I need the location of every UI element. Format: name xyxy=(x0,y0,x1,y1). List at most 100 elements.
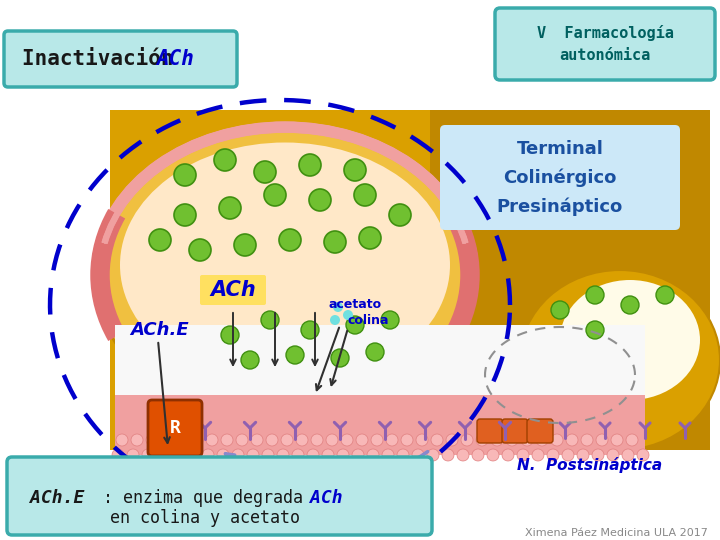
Circle shape xyxy=(607,449,619,461)
Circle shape xyxy=(517,449,529,461)
Text: ACh: ACh xyxy=(210,280,256,300)
Text: colina: colina xyxy=(347,314,389,327)
Circle shape xyxy=(142,449,154,461)
Circle shape xyxy=(221,434,233,446)
Ellipse shape xyxy=(560,280,700,400)
Circle shape xyxy=(416,434,428,446)
FancyBboxPatch shape xyxy=(4,31,237,87)
Circle shape xyxy=(577,449,589,461)
Circle shape xyxy=(251,434,263,446)
Circle shape xyxy=(566,434,578,446)
FancyBboxPatch shape xyxy=(502,419,528,443)
FancyBboxPatch shape xyxy=(200,275,266,305)
Circle shape xyxy=(217,449,229,461)
Circle shape xyxy=(292,449,304,461)
Circle shape xyxy=(311,434,323,446)
Text: ACh: ACh xyxy=(156,49,194,69)
Text: en colina y acetato: en colina y acetato xyxy=(110,509,300,527)
Circle shape xyxy=(149,229,171,251)
Circle shape xyxy=(586,321,604,339)
FancyBboxPatch shape xyxy=(148,400,202,456)
Circle shape xyxy=(506,434,518,446)
Circle shape xyxy=(247,449,259,461)
Circle shape xyxy=(622,449,634,461)
Circle shape xyxy=(442,449,454,461)
Circle shape xyxy=(324,231,346,253)
Circle shape xyxy=(330,315,340,325)
Circle shape xyxy=(547,449,559,461)
Circle shape xyxy=(371,434,383,446)
Circle shape xyxy=(189,239,211,261)
Circle shape xyxy=(551,434,563,446)
Circle shape xyxy=(214,149,236,171)
Circle shape xyxy=(264,184,286,206)
Circle shape xyxy=(241,351,259,369)
Text: Ximena Páez Medicina ULA 2017: Ximena Páez Medicina ULA 2017 xyxy=(525,528,708,538)
Circle shape xyxy=(401,434,413,446)
Circle shape xyxy=(221,326,239,344)
Text: acetato: acetato xyxy=(328,299,382,312)
Circle shape xyxy=(487,449,499,461)
Bar xyxy=(115,325,645,395)
FancyBboxPatch shape xyxy=(7,457,432,535)
Circle shape xyxy=(611,434,623,446)
Circle shape xyxy=(299,154,321,176)
Circle shape xyxy=(296,434,308,446)
Circle shape xyxy=(536,434,548,446)
Circle shape xyxy=(354,184,376,206)
Circle shape xyxy=(412,449,424,461)
Circle shape xyxy=(333,302,343,312)
Circle shape xyxy=(236,434,248,446)
Circle shape xyxy=(307,449,319,461)
Circle shape xyxy=(446,434,458,446)
Circle shape xyxy=(367,449,379,461)
Circle shape xyxy=(381,311,399,329)
Circle shape xyxy=(202,449,214,461)
Circle shape xyxy=(254,161,276,183)
Circle shape xyxy=(491,434,503,446)
Circle shape xyxy=(461,434,473,446)
Circle shape xyxy=(191,434,203,446)
Circle shape xyxy=(277,449,289,461)
Circle shape xyxy=(592,449,604,461)
Ellipse shape xyxy=(95,125,475,425)
Circle shape xyxy=(232,449,244,461)
Text: ACh.E: ACh.E xyxy=(130,321,189,339)
Circle shape xyxy=(382,449,394,461)
Circle shape xyxy=(352,449,364,461)
Circle shape xyxy=(341,434,353,446)
Circle shape xyxy=(502,449,514,461)
FancyArrowPatch shape xyxy=(225,451,428,487)
Circle shape xyxy=(397,449,409,461)
Circle shape xyxy=(389,204,411,226)
Circle shape xyxy=(262,449,274,461)
Text: : enzima que degrada: : enzima que degrada xyxy=(103,489,313,507)
Text: ACh: ACh xyxy=(310,489,343,507)
Circle shape xyxy=(281,434,293,446)
Circle shape xyxy=(586,286,604,304)
Circle shape xyxy=(337,449,349,461)
Circle shape xyxy=(356,434,368,446)
Text: Terminal
Colinérgico
Presináptico: Terminal Colinérgico Presináptico xyxy=(497,140,623,215)
Circle shape xyxy=(656,286,674,304)
Ellipse shape xyxy=(120,143,450,388)
Circle shape xyxy=(146,434,158,446)
Circle shape xyxy=(621,296,639,314)
Circle shape xyxy=(457,449,469,461)
Text: Inactivación: Inactivación xyxy=(22,49,186,69)
Circle shape xyxy=(562,449,574,461)
Circle shape xyxy=(344,159,366,181)
Circle shape xyxy=(386,434,398,446)
Circle shape xyxy=(427,449,439,461)
Ellipse shape xyxy=(520,270,720,450)
Circle shape xyxy=(116,434,128,446)
Circle shape xyxy=(532,449,544,461)
Circle shape xyxy=(472,449,484,461)
Text: ACh.E: ACh.E xyxy=(30,489,84,507)
Circle shape xyxy=(431,434,443,446)
Circle shape xyxy=(637,449,649,461)
Text: N.  Postsináptica: N. Postsináptica xyxy=(518,457,662,473)
FancyBboxPatch shape xyxy=(527,419,553,443)
Text: R: R xyxy=(170,419,181,437)
Circle shape xyxy=(279,229,301,251)
